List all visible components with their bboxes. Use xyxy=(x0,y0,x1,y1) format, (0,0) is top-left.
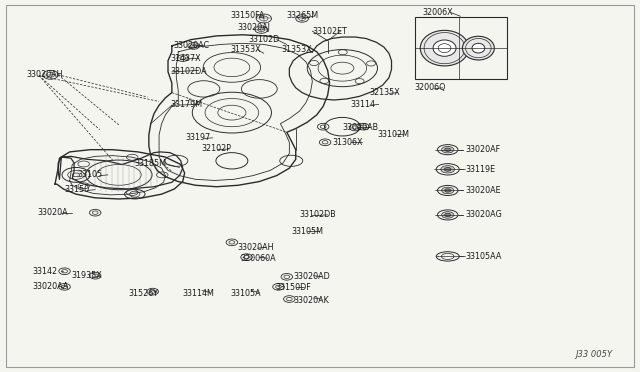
Text: 31353X: 31353X xyxy=(230,45,261,54)
Ellipse shape xyxy=(433,40,456,56)
Text: 32006Q: 32006Q xyxy=(415,83,446,92)
Text: 33020AJ: 33020AJ xyxy=(237,23,270,32)
Text: 32102P: 32102P xyxy=(202,144,232,153)
Text: 33105A: 33105A xyxy=(230,289,261,298)
Text: 33102M: 33102M xyxy=(378,130,410,140)
Text: 33102DA: 33102DA xyxy=(170,67,207,76)
Text: 33150DF: 33150DF xyxy=(275,283,311,292)
Text: 31306X: 31306X xyxy=(333,138,364,147)
Text: 33020AK: 33020AK xyxy=(293,296,329,305)
Text: 33020AB: 33020AB xyxy=(342,123,378,132)
Text: 33020AD: 33020AD xyxy=(293,272,330,281)
Text: 33020AG: 33020AG xyxy=(466,211,502,219)
Ellipse shape xyxy=(444,167,451,171)
Ellipse shape xyxy=(445,148,451,151)
Text: 33105M: 33105M xyxy=(291,227,323,236)
Text: 33102ET: 33102ET xyxy=(312,26,348,36)
Text: 33150: 33150 xyxy=(65,185,90,194)
Text: 31437X: 31437X xyxy=(170,54,200,62)
Text: 33020AF: 33020AF xyxy=(466,145,500,154)
Text: 33105: 33105 xyxy=(77,170,102,179)
Text: 33020AH: 33020AH xyxy=(237,243,273,251)
Ellipse shape xyxy=(472,43,484,53)
Text: 31353X: 31353X xyxy=(282,45,312,54)
Text: J33 005Y: J33 005Y xyxy=(575,350,612,359)
Text: 33150FA: 33150FA xyxy=(230,11,265,20)
Text: 320060A: 320060A xyxy=(240,254,276,263)
Ellipse shape xyxy=(463,36,494,60)
Text: 33185M: 33185M xyxy=(135,159,167,168)
Text: 33020AC: 33020AC xyxy=(173,41,209,50)
Text: 31935X: 31935X xyxy=(71,271,102,280)
Text: 33020AE: 33020AE xyxy=(466,186,501,195)
Ellipse shape xyxy=(441,166,454,173)
Text: 32006X: 32006X xyxy=(422,8,453,17)
Ellipse shape xyxy=(442,212,454,218)
Text: 33020AH: 33020AH xyxy=(26,70,63,79)
Ellipse shape xyxy=(445,213,451,217)
Text: 33142: 33142 xyxy=(33,267,58,276)
Ellipse shape xyxy=(442,147,454,153)
Ellipse shape xyxy=(445,189,451,192)
Text: 33020A: 33020A xyxy=(38,208,68,217)
Text: 33265M: 33265M xyxy=(287,11,319,20)
Text: 33105AA: 33105AA xyxy=(466,252,502,261)
Ellipse shape xyxy=(442,187,454,194)
Ellipse shape xyxy=(420,31,468,66)
Text: 33114M: 33114M xyxy=(182,289,214,298)
Text: 32135X: 32135X xyxy=(370,88,401,97)
Text: 33119E: 33119E xyxy=(466,165,496,174)
Bar xyxy=(415,17,507,79)
Text: 31526Y: 31526Y xyxy=(129,289,159,298)
Text: 33197: 33197 xyxy=(186,133,211,142)
Text: 33179M: 33179M xyxy=(170,100,202,109)
Text: 33102D: 33102D xyxy=(248,35,280,44)
Text: 33020AA: 33020AA xyxy=(33,282,69,291)
Text: 33114: 33114 xyxy=(351,100,376,109)
Text: 33102DB: 33102DB xyxy=(300,211,336,219)
